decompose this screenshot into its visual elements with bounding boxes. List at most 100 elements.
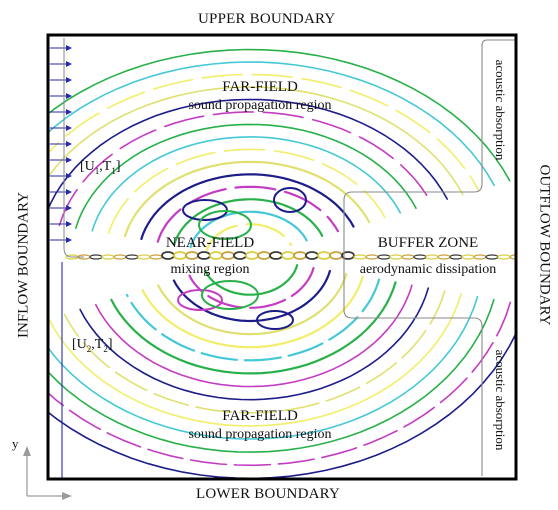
upper-wave-contour (48, 98, 448, 212)
lower-wave-contour (110, 281, 397, 375)
mixing-layer-vortex (185, 251, 199, 260)
mixing-layer-vortex (209, 251, 223, 260)
inflow-step-line (63, 38, 84, 258)
mixing-layer-vortex (269, 251, 283, 260)
mixing-layer-vortex (293, 251, 307, 260)
lower-wave-contour (157, 272, 348, 336)
upper-wave-contour (123, 160, 371, 238)
lower-wave-contour (125, 278, 381, 362)
upper-wave-contour (91, 136, 402, 232)
source-contour-loop (177, 289, 223, 311)
lower-wave-contour (95, 284, 413, 388)
inflow-arrow (50, 141, 72, 147)
mixing-layer-vortex (281, 251, 295, 260)
mixing-layer-vortex (413, 254, 427, 260)
upper-wave-contour (48, 73, 480, 191)
mixing-layer (65, 251, 516, 260)
inflow-condition-upper: [U1,T1] (80, 159, 121, 176)
mixing-layer-vortex (317, 251, 331, 260)
buffer-zone-subtitle: aerodynamic dissipation (359, 262, 497, 277)
inflow-arrow (50, 125, 72, 131)
mixing-layer-vortex (305, 251, 319, 260)
lower-boundary-label: LOWER BOUNDARY (196, 486, 341, 502)
buffer-zone-boundary (343, 39, 516, 476)
far-field-lower-subtitle: sound propagation region (188, 427, 332, 442)
mixing-layer-vortex (425, 254, 439, 260)
inflow-arrow (50, 189, 72, 195)
lower-wave-contour (48, 301, 512, 467)
inflow-arrows (50, 45, 72, 243)
mixing-layer-vortex (197, 251, 211, 260)
mixing-layer-vortex (125, 254, 139, 260)
source-contour-loop (182, 199, 228, 221)
mixing-layer-vortex (353, 254, 367, 260)
lower-wave-contour (141, 275, 364, 349)
upper-wave-contour (156, 185, 339, 243)
upper-wave-contour (58, 111, 433, 227)
mixing-layer-vortex (221, 251, 235, 260)
lower-wave-contour (63, 290, 446, 414)
mixing-layer-vortex (89, 254, 103, 260)
near-field-subtitle: mixing region (170, 262, 250, 277)
acoustic-absorption-lower-label: acoustic absorption (493, 349, 508, 451)
mixing-layer-vortex (389, 254, 403, 260)
mixing-layer-vortex (401, 254, 415, 260)
far-field-lower-title: FAR-FIELD (222, 408, 298, 424)
mixing-layer-vortex (437, 254, 451, 260)
mixing-layer-vortex (233, 251, 247, 260)
upper-wave-contour (140, 173, 355, 241)
mixing-layer-vortex (329, 251, 343, 260)
inflow-arrow (50, 157, 72, 163)
acoustic-absorption-upper-label: acoustic absorption (493, 59, 508, 161)
y-axis-label: y (12, 436, 19, 451)
inflow-arrow (50, 205, 72, 211)
upper-boundary-label: UPPER BOUNDARY (198, 11, 336, 27)
far-field-upper-subtitle: sound propagation region (188, 98, 332, 113)
mixing-layer-vortex (137, 254, 151, 260)
lower-wave-contour (204, 264, 299, 296)
mixing-layer-vortex (485, 254, 499, 260)
inflow-arrow (50, 77, 72, 83)
acoustic-contours (48, 48, 516, 479)
mixing-layer-vortex (173, 251, 187, 260)
buffer-zone-title: BUFFER ZONE (377, 235, 479, 251)
domain-frame (46, 33, 518, 481)
mixing-layer-vortex (245, 251, 259, 260)
lower-wave-contour (48, 298, 495, 453)
mixing-layer-vortex (461, 254, 475, 260)
inflow-arrow (50, 93, 72, 99)
upper-wave-contour (48, 48, 511, 182)
mixing-layer-vortex (161, 251, 175, 260)
source-contour-loop (198, 210, 252, 240)
upper-wave-contour (75, 123, 417, 229)
near-field-title: NEAR-FIELD (165, 235, 255, 251)
lower-wave-contour (48, 293, 462, 427)
inflow-arrow (50, 45, 72, 51)
far-field-upper-title: FAR-FIELD (222, 79, 298, 95)
upper-wave-contour (48, 86, 464, 196)
mixing-layer-vortex (149, 254, 163, 260)
lower-wave-contour (79, 287, 430, 401)
mixing-layer-vortex (101, 254, 115, 260)
inflow-arrow (50, 237, 72, 243)
mixing-layer-vortex (509, 254, 516, 260)
inflow-arrow (50, 109, 72, 115)
inflow-arrow (50, 61, 72, 67)
mixing-layer-vortex (449, 254, 463, 260)
lower-wave-contour (48, 295, 479, 440)
mixing-layer-vortex (377, 254, 391, 260)
inflow-boundary-label: INFLOW BOUNDARY (15, 192, 32, 338)
inflow-arrow (50, 173, 72, 179)
lower-wave-contour (188, 267, 315, 309)
mixing-layer-vortex (497, 254, 511, 260)
upper-wave-contour (107, 148, 386, 235)
inflow-arrow (50, 221, 72, 227)
mixing-layer-vortex (257, 251, 271, 260)
upper-wave-contour (173, 198, 324, 246)
source-contour-loop (256, 310, 294, 330)
source-contour-loop (201, 280, 259, 310)
upper-wave-contour (48, 61, 495, 186)
mixing-layer-vortex (473, 254, 487, 260)
